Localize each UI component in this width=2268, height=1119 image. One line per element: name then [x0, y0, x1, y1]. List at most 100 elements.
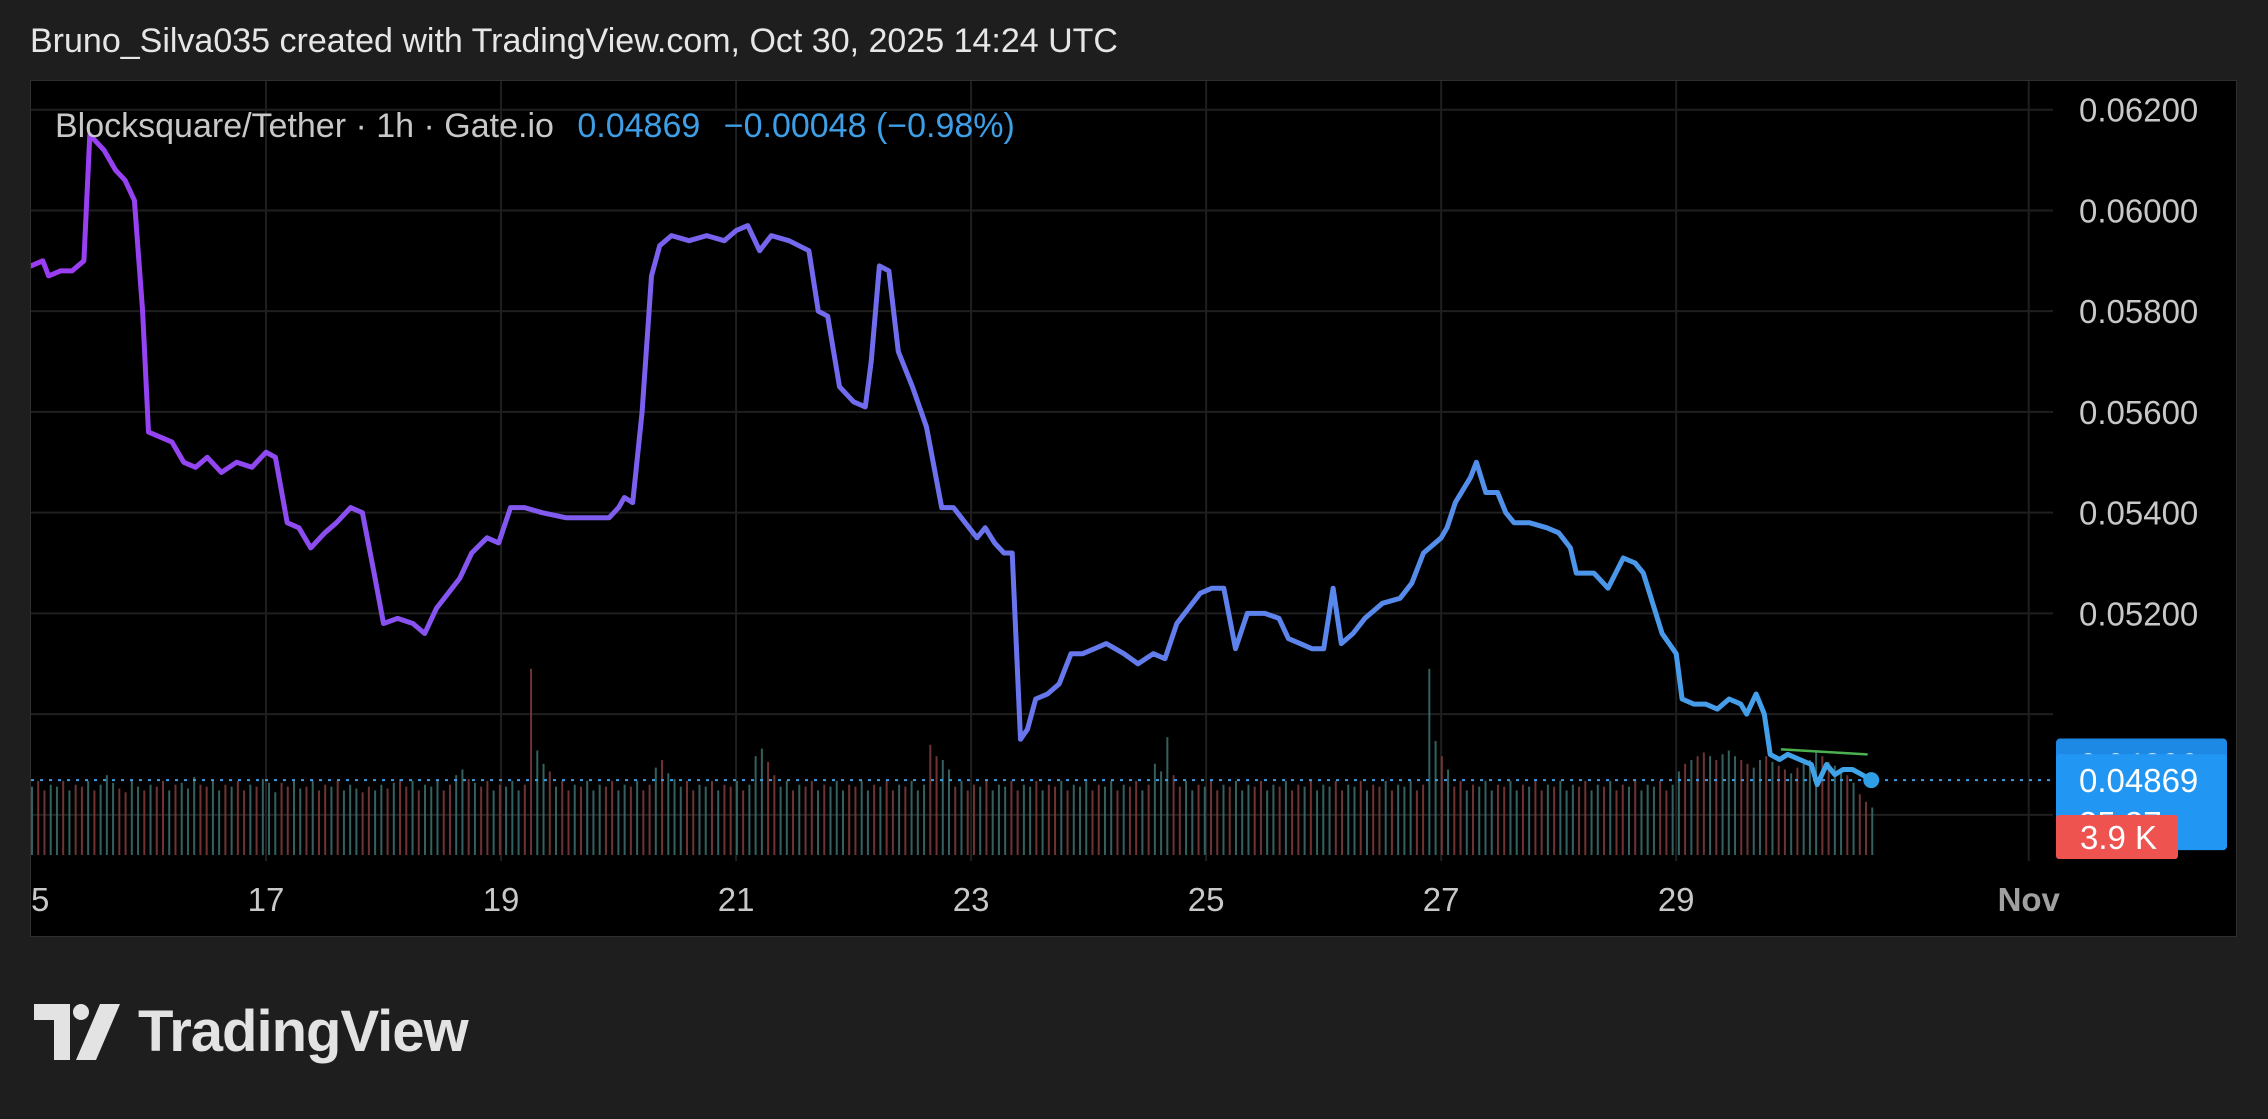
volume-bar: [112, 782, 115, 855]
secondary-line: [1780, 748, 1868, 756]
volume-bar: [954, 786, 957, 855]
x-tick-label: 25: [1188, 881, 1225, 918]
x-tick-label: 5: [31, 881, 49, 918]
volume-bar: [218, 790, 221, 855]
volume-bar: [1234, 780, 1237, 855]
volume-bar: [1821, 756, 1824, 855]
volume-bar: [1197, 784, 1200, 855]
volume-bar: [935, 756, 938, 855]
volume-bar: [349, 784, 352, 855]
volume-bar: [1309, 780, 1312, 855]
brand-name: TradingView: [138, 999, 469, 1064]
volume-bar: [611, 780, 614, 855]
volume-bar: [62, 780, 65, 855]
volume-badge: [2056, 815, 2178, 859]
volume-bar: [1372, 784, 1375, 855]
volume-bar: [1328, 786, 1331, 855]
volume-bar: [417, 790, 420, 855]
volume-bar: [367, 786, 370, 855]
volume-bar: [742, 790, 745, 855]
volume-bar: [860, 780, 863, 855]
volume-bar: [1640, 790, 1643, 855]
volume-bar: [1565, 790, 1568, 855]
volume-bar: [124, 792, 127, 855]
legend-symbol: Blocksquare/Tether · 1h · Gate.io: [55, 107, 554, 145]
volume-bar: [1540, 790, 1543, 855]
volume-bar: [1110, 780, 1113, 855]
volume-bar: [105, 775, 108, 855]
volume-bar: [542, 763, 545, 855]
volume-bar: [654, 767, 657, 855]
volume-bar: [1160, 771, 1163, 855]
volume-bar: [835, 780, 838, 855]
volume-bar: [1359, 780, 1362, 855]
volume-bar: [380, 784, 383, 855]
volume-bar: [948, 769, 951, 855]
volume-bar: [1758, 760, 1761, 855]
volume-bar: [224, 784, 227, 855]
volume-bar: [268, 782, 271, 855]
volume-bar: [1060, 780, 1063, 855]
volume-bar: [436, 780, 439, 855]
volume-bar: [249, 784, 252, 855]
volume-bar: [317, 790, 320, 855]
volume-bar: [792, 790, 795, 855]
volume-bar: [1727, 750, 1730, 855]
volume-bar: [93, 790, 96, 855]
volume-bar: [604, 786, 607, 855]
volume-bar: [729, 786, 732, 855]
volume-bar: [1010, 780, 1013, 855]
volume-bar: [1378, 786, 1381, 855]
volume-bar: [1478, 786, 1481, 855]
volume-bar: [760, 748, 763, 855]
volume-bar: [386, 788, 389, 855]
volume-bar: [841, 790, 844, 855]
volume-bar: [174, 784, 177, 855]
x-tick-label: 17: [248, 881, 285, 918]
volume-bar: [1203, 786, 1206, 855]
volume-bar: [274, 792, 277, 855]
x-tick-label: 29: [1658, 881, 1695, 918]
volume-bar: [118, 788, 121, 855]
price-chart[interactable]: 0.06200 0.06000 0.05800 0.05600 0.05400 0.052…: [31, 81, 2237, 937]
volume-bar: [692, 790, 695, 855]
volume-bar: [523, 784, 526, 855]
volume-bar: [480, 786, 483, 855]
volume-bar: [43, 790, 46, 855]
volume-bar: [1422, 784, 1425, 855]
tradingview-logo[interactable]: TradingView: [34, 998, 469, 1065]
volume-bar: [68, 790, 71, 855]
volume-bar: [405, 786, 408, 855]
volume-bar: [1659, 780, 1662, 855]
volume-bar: [511, 780, 514, 855]
volume-bar: [1291, 790, 1294, 855]
y-tick-label: 0.05800: [2079, 293, 2198, 330]
volume-bar: [873, 784, 876, 855]
volume-bar: [1752, 767, 1755, 855]
volume-bar: [1091, 790, 1094, 855]
volume-bar: [1559, 780, 1562, 855]
volume-bar: [1185, 780, 1188, 855]
volume-bar: [243, 790, 246, 855]
volume-bar: [199, 784, 202, 855]
volume-bar: [1627, 786, 1630, 855]
volume-bar: [530, 668, 533, 855]
volume-bar: [1353, 786, 1356, 855]
volume-bar: [168, 790, 171, 855]
volume-bar: [1603, 786, 1606, 855]
volume-bar: [910, 780, 913, 855]
volume-bar: [866, 790, 869, 855]
volume-bar: [854, 786, 857, 855]
volume-bar: [1035, 780, 1038, 855]
volume-bar: [1646, 784, 1649, 855]
volume-bar: [1459, 780, 1462, 855]
volume-bar: [898, 784, 901, 855]
volume-bar: [941, 760, 944, 855]
volume-bar: [411, 780, 414, 855]
chart-panel[interactable]: 0.06200 0.06000 0.05800 0.05600 0.05400 0.052…: [30, 80, 2237, 937]
volume-bar: [1615, 790, 1618, 855]
volume-bar: [155, 786, 158, 855]
volume-bar: [430, 786, 433, 855]
volume-bar: [473, 782, 476, 855]
volume-bar: [1465, 790, 1468, 855]
